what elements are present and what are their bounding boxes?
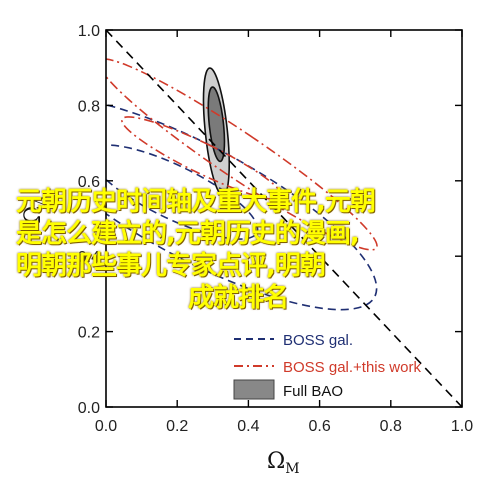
overlay-line-1: 元朝历史时间轴及重大事件,元朝: [16, 187, 376, 217]
boss-gal-contour-2: [106, 96, 378, 311]
overlay-caption: 元朝历史时间轴及重大事件,元朝 是怎么建立的,元朝历史的漫画, 明朝那些事儿专家…: [16, 186, 486, 314]
legend-label-full-bao: Full BAO: [283, 383, 343, 400]
y-axis-title: ΩΛ: [21, 195, 49, 224]
x-tick-label: 0.2: [166, 418, 188, 435]
boss-gal-this-work-contour-2: [106, 58, 378, 251]
legend-label-boss: BOSS gal.: [283, 332, 353, 349]
overlay-line-3: 明朝那些事儿专家点评,明朝: [16, 251, 326, 281]
axis-ticks: 0.0 0.2 0.4 0.6 0.8 1.0 0.0 0.2 0.4 0.6 0.8 1.0: [78, 23, 473, 435]
y-tick-label: 0.2: [78, 325, 100, 342]
x-axis-title: ΩM: [267, 449, 300, 477]
x-tick-label: 0.0: [95, 418, 117, 435]
flat-universe-line: [105, 29, 463, 408]
boss-gal-this-work-contour-1: [121, 116, 284, 201]
plot-frame: [105, 29, 463, 408]
legend-label-boss-this-work: BOSS gal.+this work: [283, 359, 421, 376]
x-tick-label: 0.4: [237, 418, 259, 435]
legend-swatch-full-bao: [233, 379, 275, 400]
overlay-line-2: 是怎么建立的,元朝历史的漫画,: [16, 219, 360, 249]
y-tick-label: 0.6: [78, 174, 100, 191]
legend: BOSS gal. BOSS gal.+this work Full BAO: [233, 332, 421, 400]
y-tick-label: 1.0: [78, 23, 100, 40]
x-tick-label: 1.0: [451, 418, 473, 435]
x-tick-label: 0.6: [308, 418, 330, 435]
y-axis-title-group: ΩΛ: [21, 195, 49, 224]
boss-gal-contour-1: [106, 144, 259, 240]
y-tick-label: 0.4: [78, 249, 100, 266]
contour-layer: [106, 58, 378, 311]
y-tick-label: 0.0: [78, 400, 100, 417]
x-tick-label: 0.8: [380, 418, 402, 435]
overlay-line-4: 成就排名: [188, 283, 289, 313]
y-tick-label: 0.8: [78, 98, 100, 115]
